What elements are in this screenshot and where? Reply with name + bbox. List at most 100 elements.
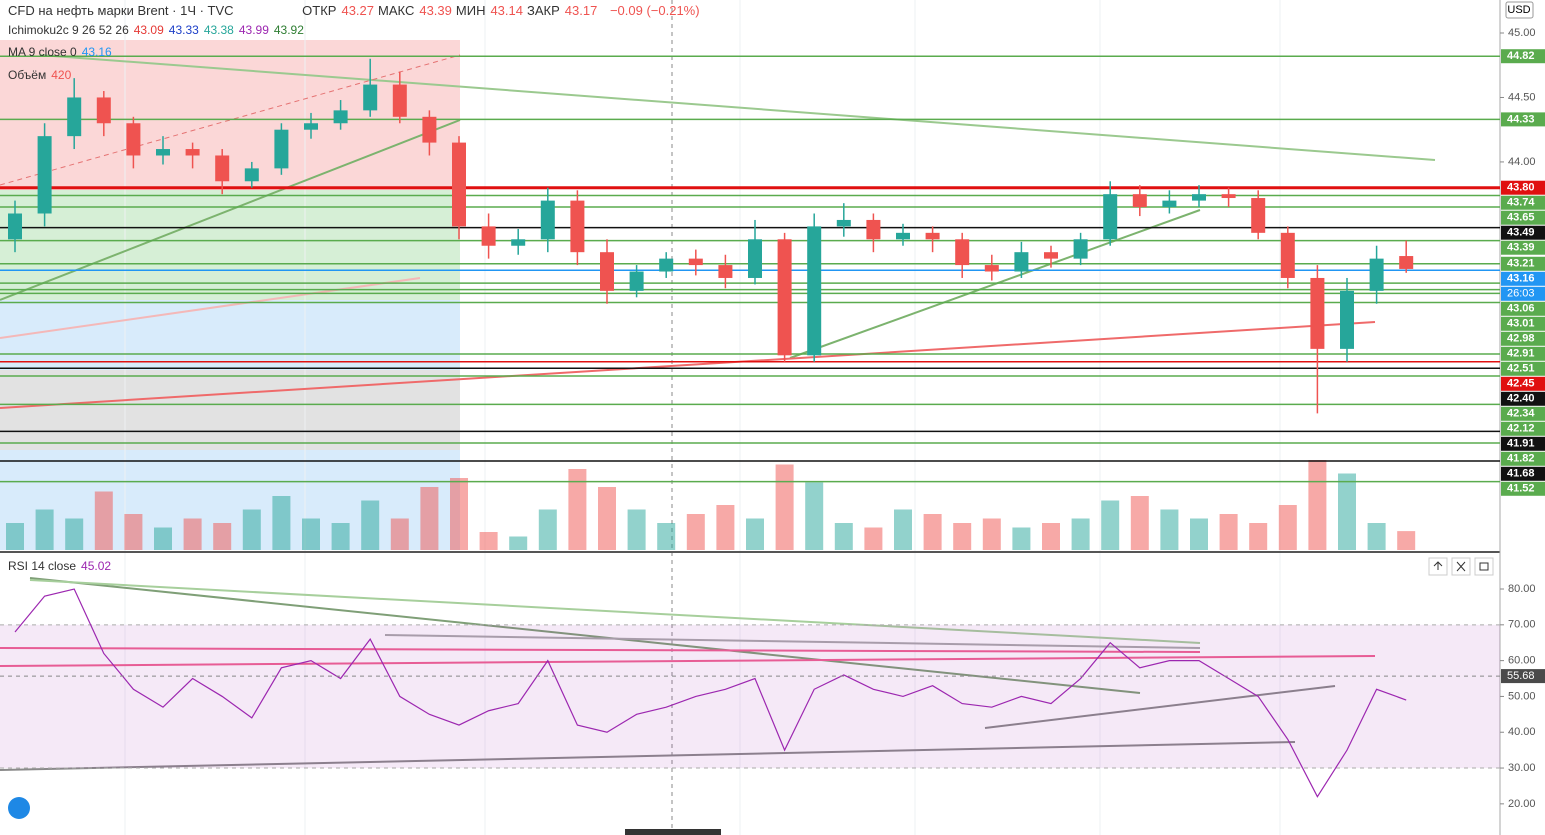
currency-box: [1505, 1, 1534, 19]
candle-body: [1310, 277, 1325, 349]
candle-body: [748, 239, 762, 278]
y-tick-label: 30.00: [1508, 762, 1536, 774]
candle-body: [481, 226, 496, 246]
button-icons: [1433, 561, 1489, 572]
indicator-value: 43.38: [203, 23, 234, 37]
time-marker: [625, 829, 721, 835]
volume-legend: Объём 420: [8, 68, 76, 82]
header: CFD на нефть марки Brent · 1Ч · TVC ОТКР…: [8, 3, 705, 18]
candle-body: [1014, 252, 1029, 272]
level-label: 43.06: [1507, 303, 1535, 315]
candle-body: [1280, 232, 1295, 278]
indicator-value: 43.99: [238, 23, 269, 37]
candle-body: [600, 252, 614, 291]
level-label: 41.52: [1507, 483, 1535, 495]
ohlc-value: 43.39: [419, 3, 452, 18]
rsi-band: [0, 624, 1500, 769]
volume-bar: [1160, 509, 1179, 550]
candle-body: [659, 258, 674, 272]
volume-bar: [568, 469, 587, 550]
y-tick-label: 80.00: [1508, 583, 1536, 595]
level-label-box: [1501, 112, 1545, 127]
y-tick-label: 20.00: [1508, 798, 1536, 810]
indicator-value: 43.33: [168, 23, 199, 37]
volume-bar: [124, 514, 143, 550]
level-label-box: [1501, 361, 1545, 376]
candle-body: [1369, 258, 1384, 291]
volume-bar: [805, 482, 824, 550]
level-label-box: [1501, 301, 1545, 316]
volume-bar: [302, 518, 320, 550]
candle-body: [333, 110, 348, 124]
crosshair-label: 55.68: [1507, 670, 1535, 682]
candle-body: [688, 258, 703, 266]
level-label-box: [1501, 256, 1545, 271]
candle-body: [718, 265, 733, 278]
candle-body: [156, 149, 170, 156]
volume-bar: [1101, 500, 1120, 550]
level-label: 42.12: [1507, 423, 1535, 435]
candle-body: [1399, 256, 1414, 269]
change: −0.09 (−0.21%): [609, 3, 700, 18]
level-label: 43.39: [1507, 242, 1535, 254]
volume-bar: [65, 518, 84, 550]
volume-bar: [686, 514, 705, 550]
level-label-box: [1501, 481, 1545, 496]
y-tick-label: 44.00: [1508, 156, 1536, 168]
volume-bar: [183, 518, 202, 550]
ohlc-value: 43.14: [490, 3, 523, 18]
volume-bar: [1249, 523, 1268, 550]
level-label: 43.74: [1507, 197, 1535, 209]
indicator-name: Ichimoku2c 9 26 52 26: [8, 23, 129, 37]
volume-bar: [390, 518, 409, 550]
candle-body: [866, 219, 881, 240]
level-label-box: [1501, 421, 1545, 436]
level-label: 42.40: [1507, 393, 1535, 405]
indicator-value: 43.16: [81, 45, 112, 59]
ohlc-label: ОТКР: [302, 3, 337, 18]
level-label: 43.80: [1507, 182, 1535, 194]
candle-body: [1162, 200, 1177, 208]
candle-body: [955, 239, 970, 266]
volume-bar: [1219, 514, 1238, 550]
volume-bar: [154, 527, 172, 550]
y-tick-label: 50.00: [1508, 690, 1536, 702]
candle-body: [8, 213, 22, 240]
level-label-box: [1501, 391, 1545, 406]
candle-body: [540, 200, 555, 240]
volume-bar: [716, 505, 735, 550]
candle-body: [570, 200, 585, 253]
candle-body: [67, 97, 82, 137]
level-label: 41.68: [1507, 468, 1535, 480]
zone-gray: [0, 370, 460, 450]
level-label: 43.16: [1507, 273, 1535, 285]
ohlc-label: МИН: [455, 3, 486, 18]
indicator-name: MA 9 close 0: [8, 45, 77, 59]
indicator-legend: MA 9 close 0 43.16: [8, 45, 117, 59]
level-label: 43.65: [1507, 212, 1535, 224]
v-grid: [124, 0, 1281, 835]
rsi-buttons[interactable]: [1428, 557, 1494, 576]
candle-body: [984, 265, 999, 272]
level-label: 43.01: [1507, 318, 1535, 330]
candle-body: [511, 239, 526, 246]
candle-body: [1340, 290, 1354, 349]
candle-body: [363, 84, 378, 111]
volume-bar: [1071, 518, 1090, 550]
candle-body: [37, 136, 52, 214]
volume-bar: [479, 532, 498, 550]
level-label-box: [1501, 271, 1545, 286]
volume-bar: [1397, 531, 1416, 550]
candle-body: [185, 149, 200, 156]
candle-body: [422, 116, 437, 143]
volume-bar: [1012, 527, 1031, 550]
level-label: 42.34: [1507, 408, 1535, 420]
volume-bar: [864, 527, 883, 550]
level-label-box: [1501, 180, 1545, 195]
level-label-box: [1501, 451, 1545, 466]
rsi-legend: RSI 14 close 45.02: [8, 559, 116, 573]
zone-green: [0, 190, 460, 300]
volume-bar: [627, 509, 646, 550]
button[interactable]: [1474, 557, 1494, 576]
